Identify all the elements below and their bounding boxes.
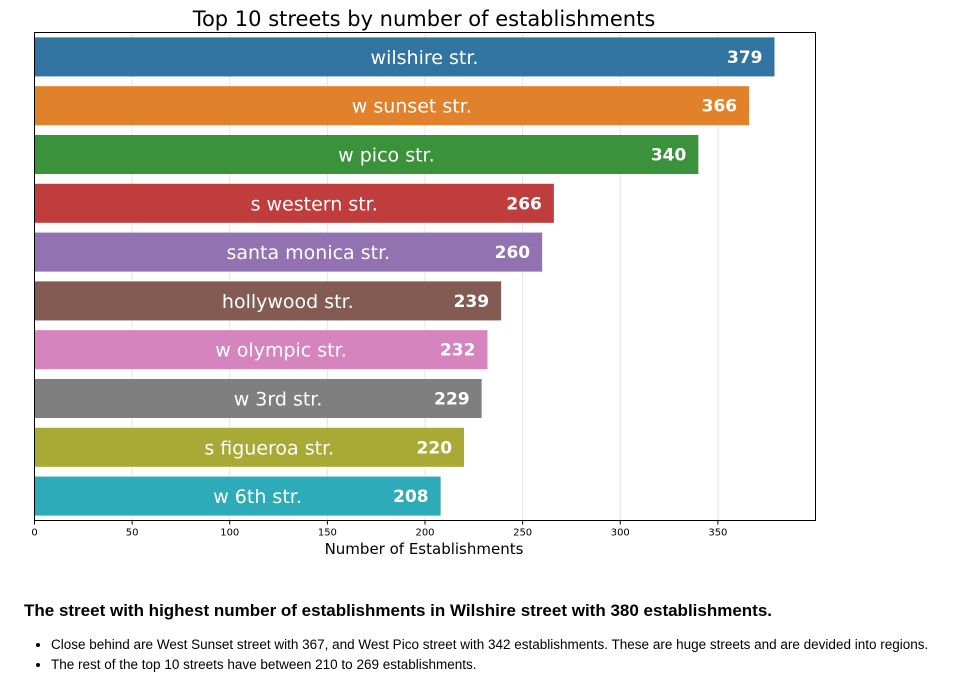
x-tick-label: 300	[611, 528, 630, 539]
summary-bullet: The rest of the top 10 streets have betw…	[51, 655, 964, 675]
summary-headline: The street with highest number of establ…	[24, 601, 773, 620]
bar	[34, 281, 502, 321]
x-tick-label: 0	[31, 528, 37, 539]
bar-value-label: 220	[417, 438, 453, 458]
bar-value-label: 340	[651, 146, 687, 166]
bar-category-label: hollywood str.	[222, 291, 354, 313]
bar-value-label: 379	[727, 48, 763, 68]
bar-category-label: wilshire str.	[371, 47, 479, 69]
bar-value-label: 239	[454, 292, 490, 312]
bar-value-label: 232	[440, 341, 476, 361]
bar-value-label: 208	[393, 487, 429, 507]
bar	[34, 37, 775, 77]
summary-list: Close behind are West Sunset street with…	[24, 635, 964, 675]
bar-category-label: w 6th str.	[213, 486, 302, 508]
x-tick-label: 100	[220, 528, 239, 539]
bar	[34, 134, 699, 175]
bar	[34, 183, 554, 223]
bar-value-label: 260	[495, 243, 531, 263]
bar-category-label: w 3rd str.	[234, 389, 323, 411]
bar-category-label: s figueroa str.	[204, 437, 334, 459]
bar	[34, 378, 482, 419]
x-tick-label: 250	[513, 528, 532, 539]
bar-value-label: 366	[702, 97, 738, 117]
bar-value-label: 229	[434, 390, 470, 410]
x-tick-label: 50	[126, 528, 139, 539]
summary-notes: The street with highest number of establ…	[24, 601, 964, 675]
bar-category-label: santa monica str.	[226, 242, 390, 264]
chart-title: Top 10 streets by number of establishmen…	[192, 7, 656, 31]
bar	[34, 86, 750, 126]
x-tick-label: 350	[708, 528, 727, 539]
x-tick-label: 150	[318, 528, 337, 539]
x-axis-label: Number of Establishments	[325, 540, 524, 558]
bar-category-label: w sunset str.	[352, 96, 472, 118]
bar-category-label: s western str.	[251, 193, 378, 215]
x-tick-label: 200	[415, 528, 434, 539]
summary-bullet: Close behind are West Sunset street with…	[51, 635, 964, 655]
x-axis-ticks: 0 50 100 150 200 250 300 350	[31, 520, 727, 539]
bar-chart: Top 10 streets by number of establishmen…	[31, 7, 816, 558]
bar	[34, 232, 543, 272]
bar-value-label: 266	[506, 194, 542, 214]
bars: wilshire str. 379 w sunset str. 366 w pico s…	[34, 37, 775, 516]
bar	[34, 476, 441, 516]
bar	[34, 330, 488, 370]
bar	[34, 427, 465, 467]
bar-category-label: w pico str.	[338, 145, 434, 167]
bar-category-label: w olympic str.	[215, 340, 347, 362]
